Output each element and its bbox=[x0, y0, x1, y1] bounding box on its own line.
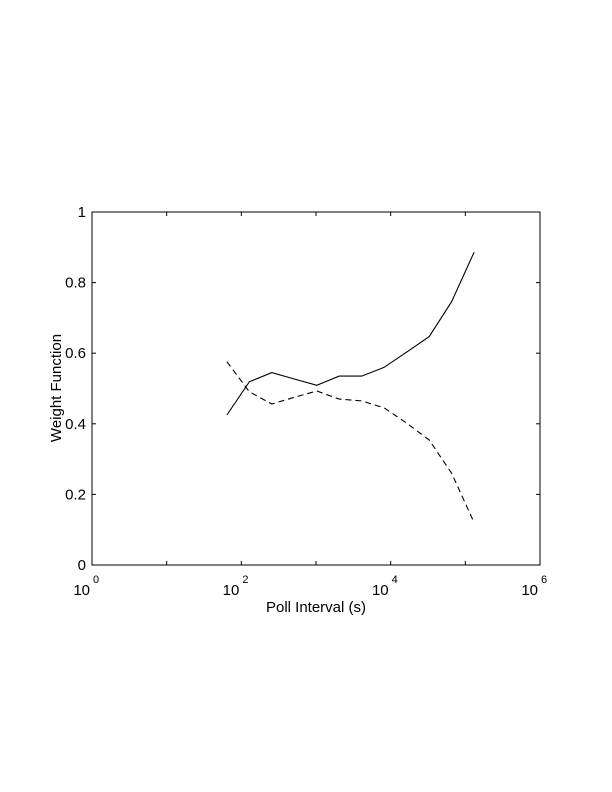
x-axis-label: Poll Interval (s) bbox=[266, 599, 366, 616]
x-tick-exponent: 2 bbox=[242, 574, 248, 586]
y-tick-label: 0.2 bbox=[65, 486, 86, 503]
x-tick-exponent: 0 bbox=[93, 574, 99, 586]
y-axis: 0 0.2 0.4 0.6 0.8 1 bbox=[65, 204, 540, 574]
series-lines bbox=[226, 251, 475, 523]
y-tick-label: 0.6 bbox=[65, 345, 86, 362]
x-tick-exponent: 6 bbox=[541, 574, 547, 586]
y-tick-label: 0 bbox=[78, 557, 86, 574]
x-tick-label: 10 bbox=[73, 582, 90, 599]
y-tick-label: 1 bbox=[78, 204, 86, 221]
series-line-dashed bbox=[226, 361, 475, 523]
x-tick-label: 10 bbox=[521, 582, 538, 599]
plot-area bbox=[91, 211, 541, 566]
y-axis-label: Weight Function bbox=[48, 334, 65, 442]
y-tick-label: 0.8 bbox=[65, 275, 86, 292]
y-tick-label: 0.4 bbox=[65, 416, 86, 433]
x-tick-label: 10 bbox=[223, 582, 240, 599]
x-tick-exponent: 4 bbox=[392, 574, 398, 586]
x-tick-label: 10 bbox=[372, 582, 389, 599]
series-line-solid bbox=[226, 251, 475, 416]
